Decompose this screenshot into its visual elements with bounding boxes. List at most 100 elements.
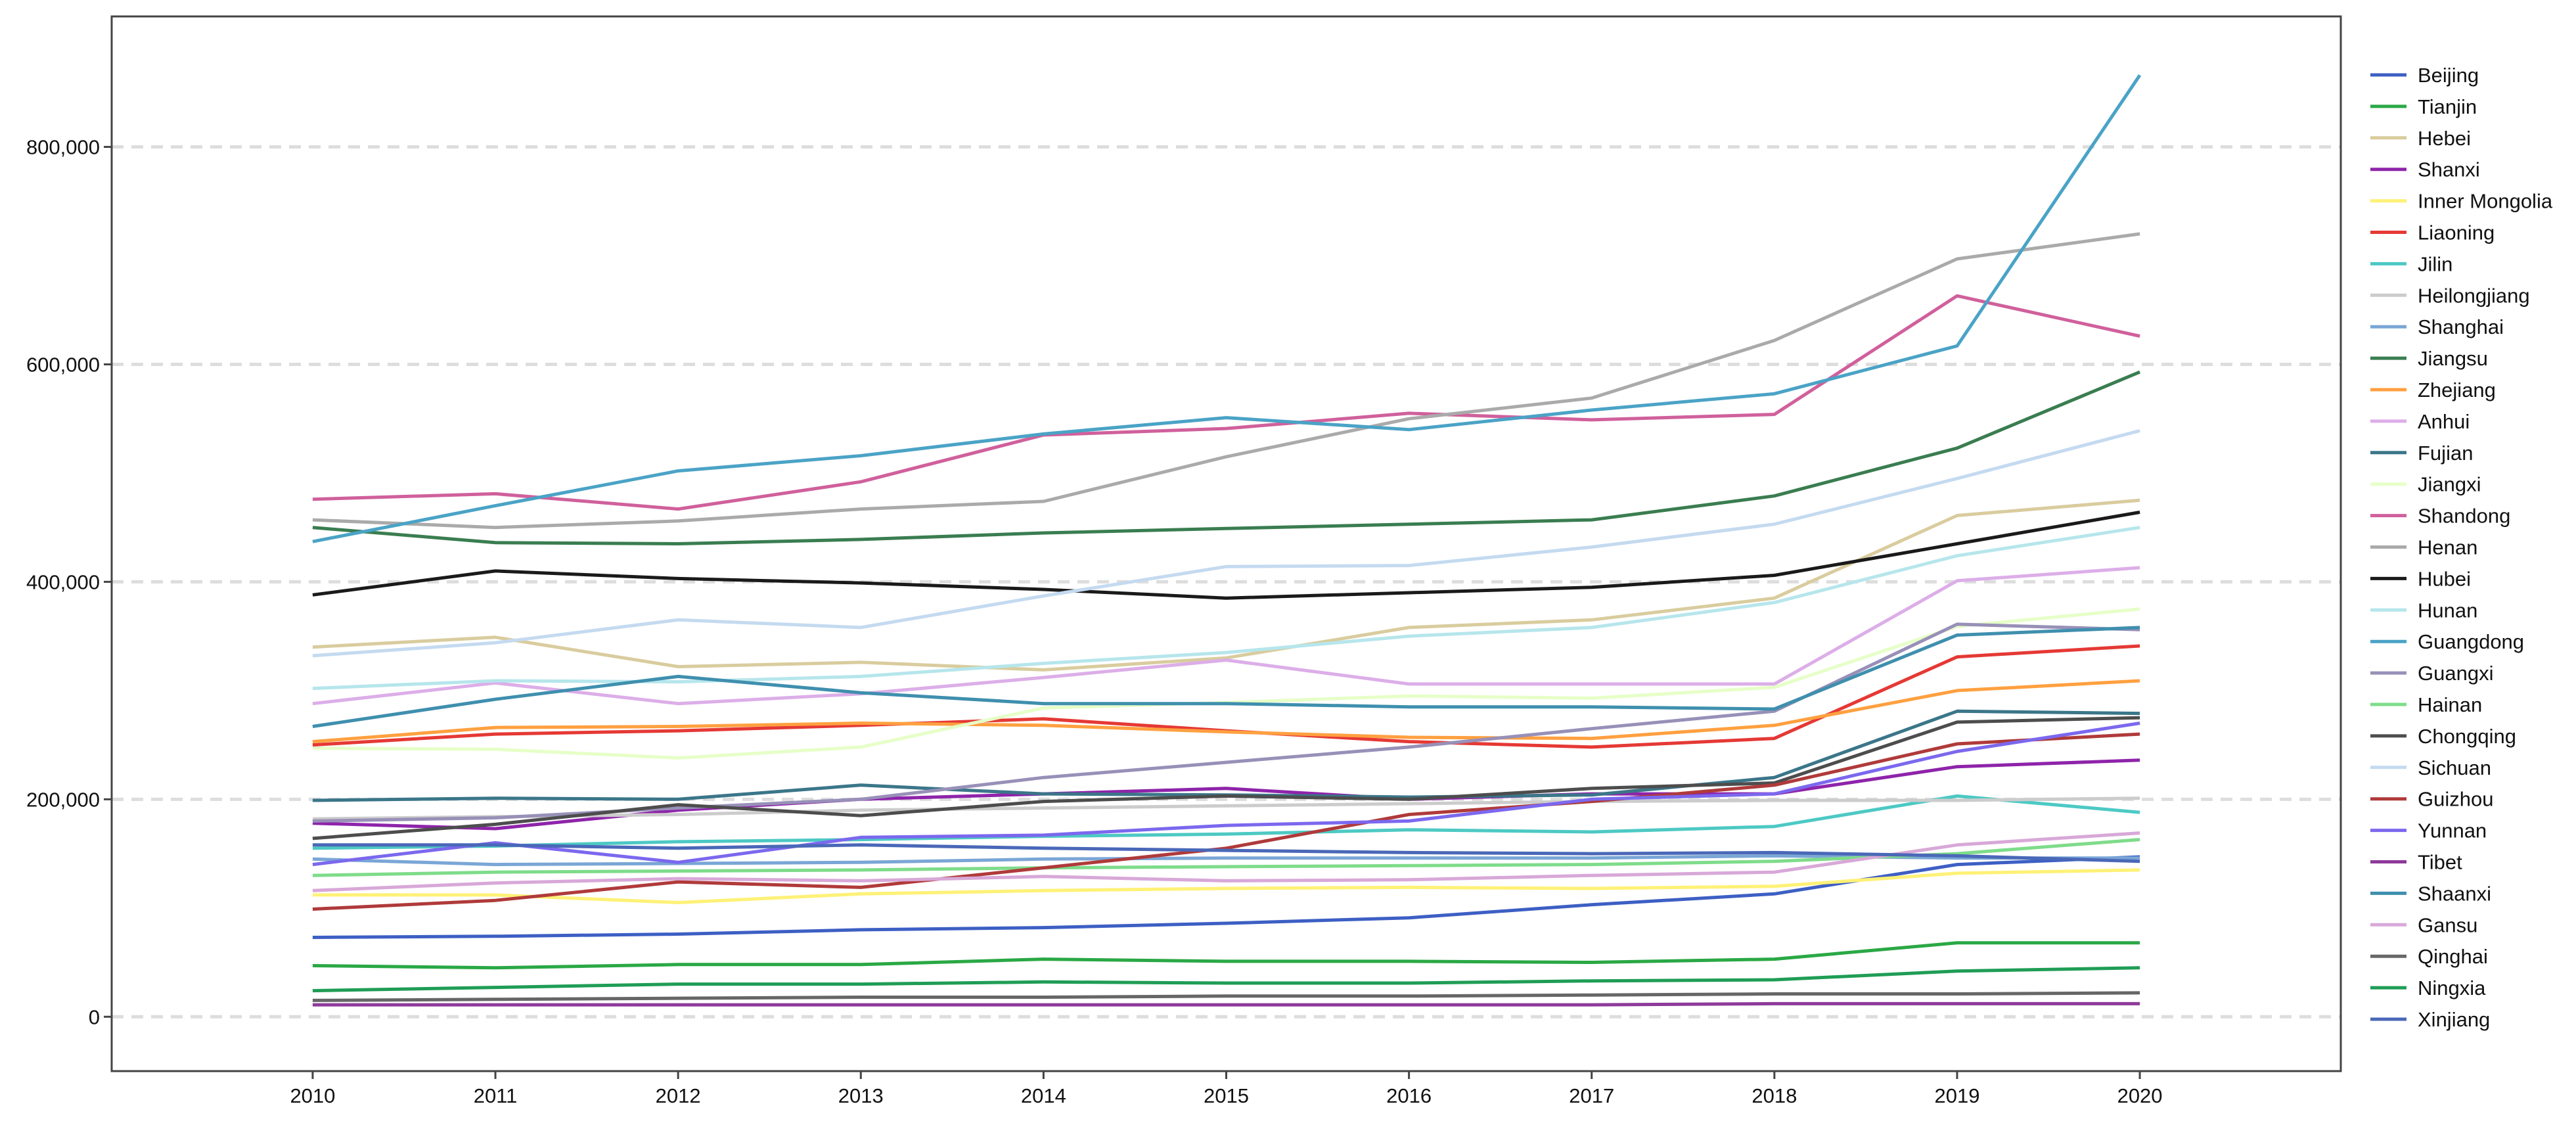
series-line-hunan: [312, 526, 2140, 691]
legend-label: Hubei: [2418, 567, 2471, 590]
series-line-jiangsu: [312, 370, 2141, 545]
legend-item: Sichuan: [2370, 756, 2491, 779]
legend-label: Anhui: [2418, 410, 2470, 433]
legend: Beijing Tianjin Hebei Shanxi Inner Mongolia L…: [2370, 64, 2553, 1031]
legend-item: Fujian: [2370, 442, 2473, 465]
legend-item: Jiangsu: [2370, 347, 2488, 370]
legend-item: Henan: [2370, 536, 2477, 559]
legend-item: Guizhou: [2370, 788, 2493, 811]
legend-item: Guangdong: [2370, 630, 2524, 653]
y-tick-label: 200,000: [26, 788, 100, 811]
series-line-yunnan: [312, 722, 2140, 867]
series-lines: [312, 74, 2142, 1007]
series-line-inner-mongolia: [312, 868, 2140, 904]
legend-label: Guangdong: [2418, 630, 2524, 653]
x-tick-label: 2019: [1934, 1084, 1979, 1107]
series-line-zhejiang: [312, 679, 2140, 744]
series-line-tianjin: [312, 941, 2140, 970]
legend-label: Shaanxi: [2418, 882, 2491, 905]
legend-item: Inner Mongolia: [2370, 190, 2553, 213]
x-tick-label: 2016: [1386, 1084, 1432, 1107]
legend-item: Qinghai: [2370, 945, 2488, 968]
legend-label: Qinghai: [2418, 945, 2488, 968]
x-tick-label: 2014: [1021, 1084, 1066, 1107]
legend-label: Tianjin: [2418, 95, 2477, 118]
x-tick-label: 2010: [290, 1084, 335, 1107]
series-line-ningxia: [312, 966, 2140, 993]
legend-item: Xinjiang: [2370, 1008, 2490, 1031]
series-line-anhui: [312, 566, 2140, 706]
legend-item: Tianjin: [2370, 95, 2477, 118]
legend-item: Ningxia: [2370, 976, 2486, 999]
legend-label: Beijing: [2418, 64, 2479, 87]
legend-label: Hebei: [2418, 127, 2471, 150]
legend-label: Henan: [2418, 536, 2477, 559]
legend-item: Shanghai: [2370, 315, 2504, 338]
y-tick-label: 600,000: [26, 353, 100, 376]
legend-label: Tibet: [2418, 851, 2462, 874]
series-line-shandong: [312, 294, 2140, 511]
legend-label: Jiangxi: [2418, 473, 2481, 496]
legend-label: Hunan: [2418, 599, 2477, 622]
legend-label: Gansu: [2418, 913, 2477, 936]
series-line-hainan: [312, 838, 2140, 877]
legend-label: Yunnan: [2418, 819, 2487, 842]
legend-item: Anhui: [2370, 410, 2470, 433]
x-tick-label: 2013: [838, 1084, 884, 1107]
x-tick-label: 2012: [656, 1084, 701, 1107]
x-tick-label: 2011: [474, 1084, 518, 1107]
series-line-hebei: [312, 498, 2140, 672]
series-line-sichuan: [312, 428, 2140, 658]
legend-label: Guizhou: [2418, 788, 2493, 811]
series-line-qinghai: [312, 991, 2140, 1002]
legend-label: Chongqing: [2418, 725, 2516, 748]
legend-item: Shaanxi: [2370, 882, 2491, 905]
legend-label: Ningxia: [2418, 976, 2486, 999]
legend-label: Inner Mongolia: [2418, 190, 2553, 213]
legend-item: Zhejiang: [2370, 379, 2496, 402]
legend-item: Hubei: [2370, 567, 2471, 590]
y-tick-label: 800,000: [26, 136, 100, 159]
legend-item: Jilin: [2370, 252, 2452, 275]
legend-label: Zhejiang: [2418, 379, 2496, 402]
x-tick-label: 2020: [2117, 1084, 2163, 1107]
series-line-xinjiang: [312, 843, 2140, 863]
series-line-henan: [312, 232, 2140, 530]
series-line-tibet: [312, 1001, 2140, 1007]
legend-label: Fujian: [2418, 442, 2473, 465]
legend-item: Hebei: [2370, 127, 2471, 150]
legend-label: Jilin: [2418, 252, 2452, 275]
series-line-shaanxi: [312, 626, 2140, 728]
legend-item: Yunnan: [2370, 819, 2487, 842]
x-tick-label: 2018: [1751, 1084, 1797, 1107]
legend-label: Shanxi: [2418, 158, 2480, 181]
legend-item: Liaoning: [2370, 221, 2495, 244]
series-line-guangdong: [312, 74, 2142, 543]
legend-item: Gansu: [2370, 913, 2477, 936]
y-tick-label: 0: [89, 1005, 100, 1028]
legend-label: Hainan: [2418, 693, 2482, 716]
series-line-jilin: [312, 794, 2140, 850]
series-line-chongqing: [312, 716, 2140, 840]
legend-label: Sichuan: [2418, 756, 2491, 779]
y-tick-label: 400,000: [26, 570, 100, 593]
legend-item: Tibet: [2370, 851, 2462, 874]
legend-item: Beijing: [2370, 64, 2479, 87]
legend-label: Shanghai: [2418, 315, 2504, 338]
legend-label: Shandong: [2418, 505, 2510, 528]
legend-label: Liaoning: [2418, 221, 2495, 244]
x-tick-label: 2015: [1204, 1084, 1249, 1107]
legend-label: Guangxi: [2418, 662, 2493, 685]
legend-label: Xinjiang: [2418, 1008, 2490, 1031]
series-line-heilongjiang: [312, 796, 2140, 821]
legend-item: Hainan: [2370, 693, 2482, 716]
legend-item: Jiangxi: [2370, 473, 2481, 496]
series-line-beijing: [312, 855, 2140, 939]
legend-item: Shandong: [2370, 505, 2510, 528]
series-line-shanghai: [312, 854, 2140, 867]
y-axis: 0 200,000 400,000 600,000 800,000: [26, 136, 112, 1028]
series-line-gansu: [312, 831, 2140, 892]
